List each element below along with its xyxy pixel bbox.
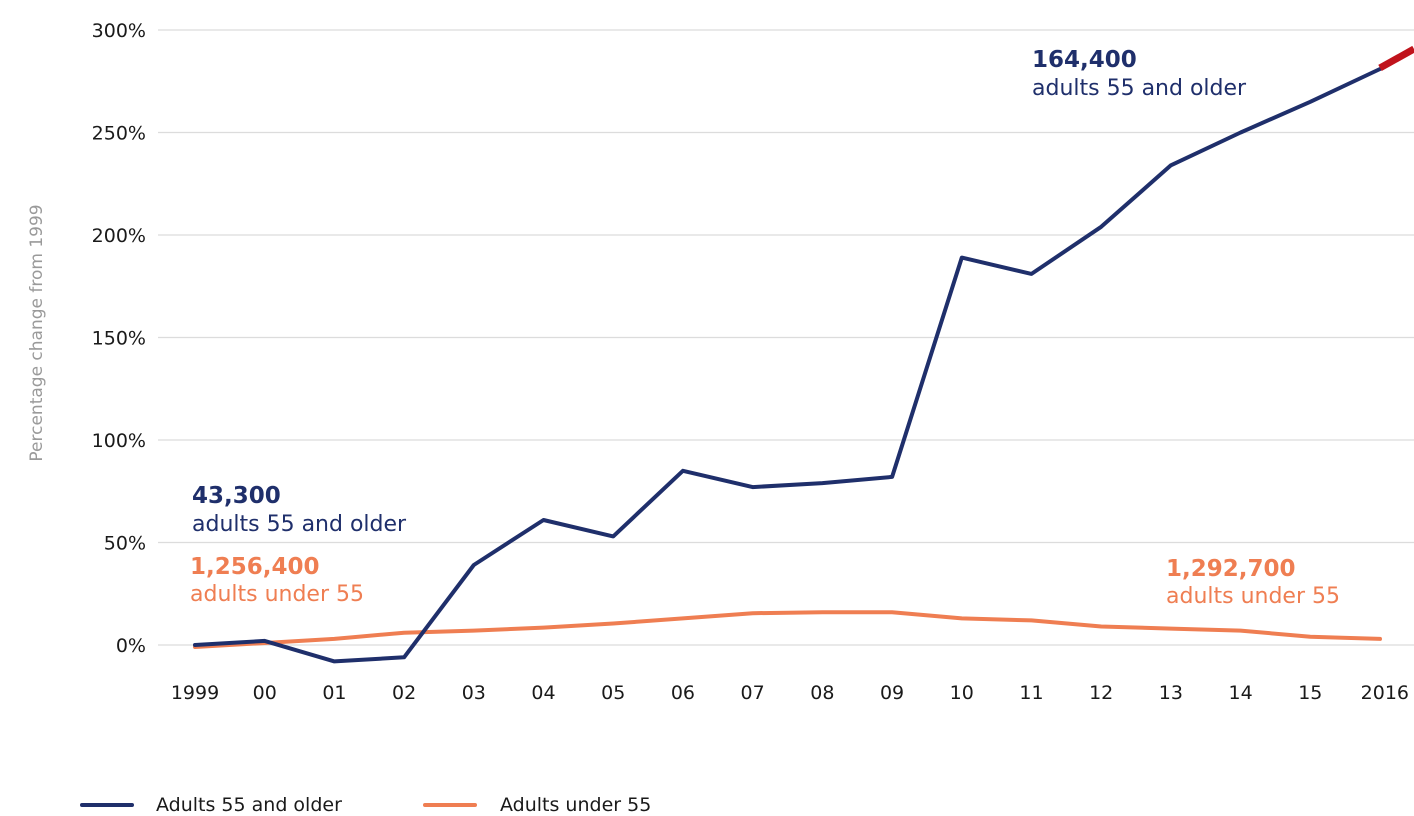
x-tick-label: 01 [322, 682, 346, 704]
x-tick-label: 2016 [1361, 682, 1409, 704]
accent-mark [1378, 45, 1414, 72]
series-lines [193, 67, 1382, 664]
annotation-start-55-older-label: adults 55 and older [192, 512, 407, 537]
legend: Adults 55 and older Adults under 55 [80, 794, 651, 816]
accent-line [1378, 45, 1414, 72]
x-tick-label: 07 [741, 682, 765, 704]
x-tick-label: 11 [1019, 682, 1043, 704]
x-tick-label: 06 [671, 682, 695, 704]
y-tick-label: 200% [92, 225, 146, 247]
x-tick-label: 04 [531, 682, 555, 704]
y-tick-label: 150% [92, 328, 146, 350]
annotation-start-55-older: 43,300 adults 55 and older [192, 483, 407, 537]
x-tick-label: 15 [1298, 682, 1322, 704]
x-tick-label: 14 [1228, 682, 1252, 704]
x-tick-label: 02 [392, 682, 416, 704]
y-axis-label: Percentage change from 1999 [27, 204, 47, 461]
x-tick-label: 12 [1089, 682, 1113, 704]
legend-label-55-older: Adults 55 and older [156, 794, 342, 816]
x-tick-label: 09 [880, 682, 904, 704]
x-tick-label: 08 [810, 682, 834, 704]
annotation-start-under-55-label: adults under 55 [190, 582, 364, 607]
x-tick-label: 10 [950, 682, 974, 704]
gridlines [158, 29, 1414, 646]
x-axis-ticks: 1999 00 01 02 03 04 05 06 07 08 09 10 11 12 13 14 15 2016 [171, 682, 1409, 704]
series-line-under-55 [193, 610, 1382, 649]
annotations: 43,300 adults 55 and older 1,256,400 adu… [190, 47, 1340, 609]
y-tick-label: 100% [92, 430, 146, 452]
annotation-start-under-55: 1,256,400 adults under 55 [190, 554, 364, 607]
legend-item-55-older: Adults 55 and older [80, 794, 342, 816]
x-tick-label: 00 [253, 682, 277, 704]
annotation-end-under-55: 1,292,700 adults under 55 [1166, 556, 1340, 609]
x-tick-label: 1999 [171, 682, 219, 704]
series-line-55-older [193, 67, 1382, 664]
x-tick-label: 05 [601, 682, 625, 704]
annotation-start-under-55-value: 1,256,400 [190, 554, 320, 580]
legend-item-under-55: Adults under 55 [423, 794, 651, 816]
y-tick-label: 50% [104, 533, 146, 555]
annotation-end-55-older-value: 164,400 [1032, 47, 1137, 73]
x-tick-label: 03 [462, 682, 486, 704]
annotation-end-55-older-label: adults 55 and older [1032, 76, 1247, 101]
y-tick-label: 300% [92, 20, 146, 42]
x-tick-label: 13 [1159, 682, 1183, 704]
annotation-end-under-55-value: 1,292,700 [1166, 556, 1296, 582]
y-axis-ticks: 0% 50% 100% 150% 200% 250% 300% [92, 20, 146, 657]
annotation-end-under-55-label: adults under 55 [1166, 584, 1340, 609]
annotation-start-55-older-value: 43,300 [192, 483, 281, 509]
y-tick-label: 250% [92, 123, 146, 145]
y-tick-label: 0% [116, 635, 146, 657]
annotation-end-55-older: 164,400 adults 55 and older [1032, 47, 1247, 101]
legend-label-under-55: Adults under 55 [500, 794, 651, 816]
